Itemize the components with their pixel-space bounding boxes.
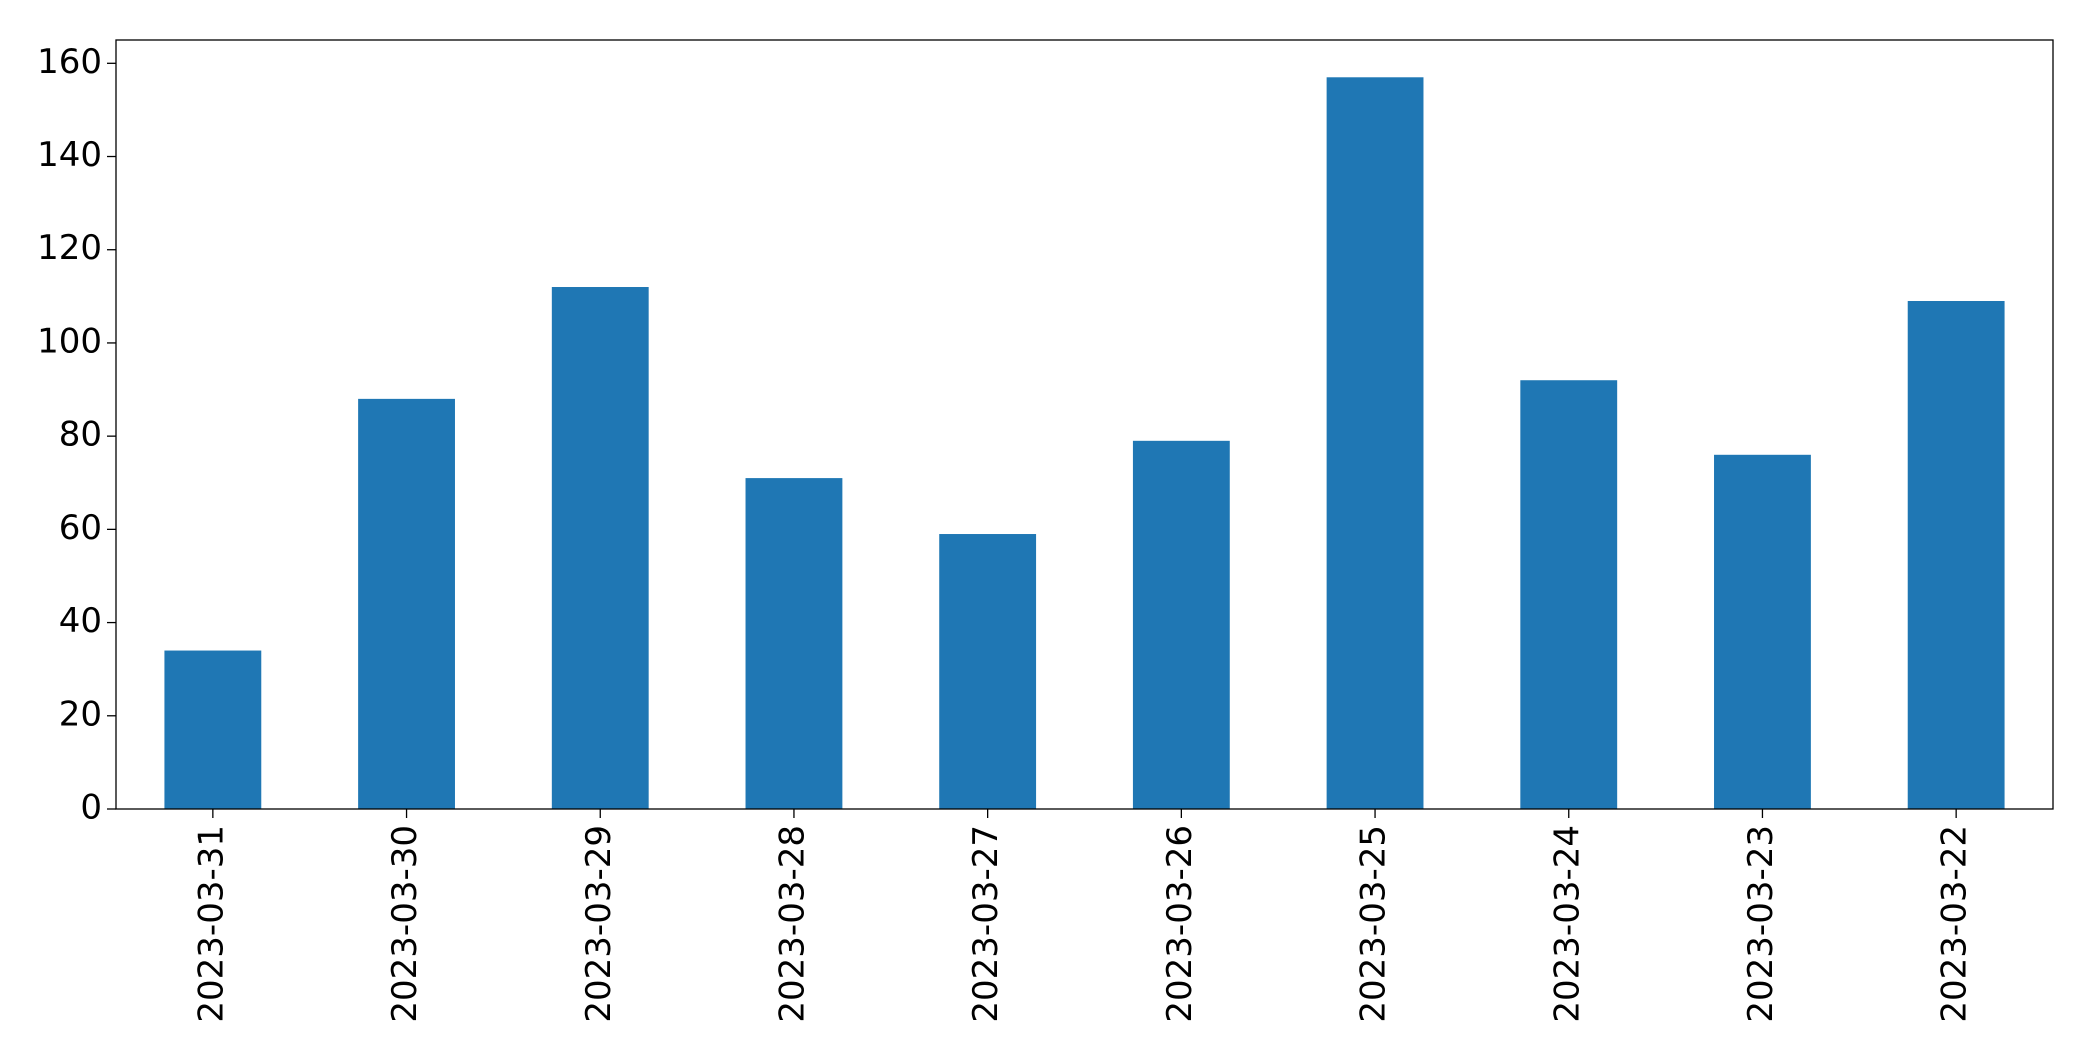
y-tick-label: 0 <box>80 788 102 828</box>
bar <box>939 534 1037 809</box>
bar <box>358 398 455 809</box>
plot-frame <box>115 39 2054 810</box>
bar <box>164 650 262 809</box>
y-tick-label: 60 <box>59 508 102 548</box>
x-tick-label: 2023-03-31 <box>191 825 231 1023</box>
bar <box>1714 454 1811 809</box>
x-tick-label: 2023-03-28 <box>772 825 812 1023</box>
bar <box>1132 440 1230 809</box>
bar <box>1520 380 1618 809</box>
x-tick-label: 2023-03-22 <box>1935 825 1975 1023</box>
bar <box>1326 77 1424 809</box>
bar <box>551 287 649 810</box>
x-tick-label: 2023-03-30 <box>385 825 425 1023</box>
y-tick-label: 160 <box>37 42 102 82</box>
x-tick-label: 2023-03-24 <box>1547 825 1587 1023</box>
bar <box>745 478 843 809</box>
y-tick-label: 80 <box>59 415 102 455</box>
x-tick-label: 2023-03-29 <box>579 825 619 1023</box>
y-tick-label: 120 <box>37 228 102 268</box>
x-tick-label: 2023-03-27 <box>966 825 1006 1023</box>
y-tick-label: 100 <box>37 321 102 361</box>
y-tick-label: 40 <box>59 601 102 641</box>
bar <box>1907 300 2005 809</box>
x-tick-label: 2023-03-25 <box>1354 825 1394 1023</box>
x-tick-label: 2023-03-23 <box>1741 825 1781 1023</box>
x-tick-label: 2023-03-26 <box>1160 825 1200 1023</box>
y-tick-label: 140 <box>37 135 102 175</box>
y-tick-label: 20 <box>59 694 102 734</box>
